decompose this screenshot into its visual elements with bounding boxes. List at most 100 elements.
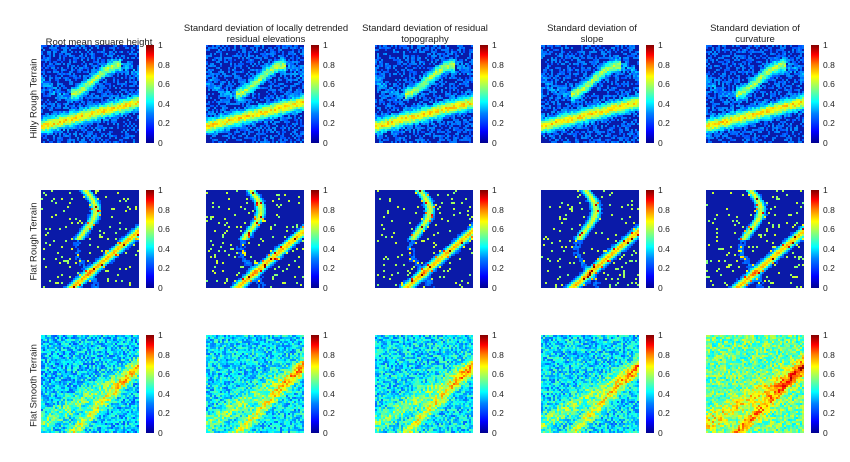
colorbar-tick-label: 0.2 bbox=[158, 119, 170, 128]
colorbar-r1-c3 bbox=[480, 45, 488, 143]
colorbar-tick-label: 0.2 bbox=[823, 264, 835, 273]
colorbar-r1-c1 bbox=[146, 45, 154, 143]
map-panel-r3-c4 bbox=[541, 335, 639, 433]
colorbar-r2-c1 bbox=[146, 190, 154, 288]
colorbar-tick-label: 0.8 bbox=[492, 350, 504, 360]
colorbar-tick-label: 0.8 bbox=[658, 205, 670, 215]
colorbar-tick-label: 0.4 bbox=[823, 244, 835, 254]
colorbar-tick-label: 1 bbox=[658, 186, 663, 195]
colorbar-tick-label: 0.6 bbox=[658, 225, 670, 234]
colorbar-tick-label: 0.2 bbox=[658, 409, 670, 418]
colorbar-tick-label: 0.8 bbox=[823, 350, 835, 360]
colorbar-tick-label: 0.4 bbox=[658, 99, 670, 109]
column-title-std-detrended-residual: Standard deviation of locally detrended … bbox=[178, 23, 354, 45]
colorbar-r1-c4 bbox=[646, 45, 654, 143]
colorbar-tick-label: 0.2 bbox=[658, 264, 670, 273]
colorbar-tick-label: 0.2 bbox=[658, 119, 670, 128]
colorbar-tick-label: 0.8 bbox=[658, 60, 670, 70]
colorbar-r2-c3 bbox=[480, 190, 488, 288]
colorbar-tick-label: 0.6 bbox=[323, 370, 335, 379]
column-title-std-slope: Standard deviation of slope bbox=[537, 23, 647, 45]
colorbar-tick-label: 0.4 bbox=[323, 389, 335, 399]
colorbar-tick-label: 0.4 bbox=[323, 99, 335, 109]
colorbar-tick-label: 0.8 bbox=[158, 350, 170, 360]
colorbar-tick-label: 0.2 bbox=[158, 409, 170, 418]
colorbar-tick-label: 1 bbox=[323, 331, 328, 340]
map-panel-r1-c5 bbox=[706, 45, 804, 143]
colorbar-tick-label: 0.4 bbox=[158, 99, 170, 109]
colorbar-tick-label: 1 bbox=[158, 331, 163, 340]
colorbar-tick-label: 0.8 bbox=[323, 60, 335, 70]
colorbar-tick-label: 0.6 bbox=[823, 225, 835, 234]
colorbar-r3-c3 bbox=[480, 335, 488, 433]
colorbar-tick-label: 0 bbox=[158, 139, 163, 148]
colorbar-tick-label: 0 bbox=[492, 139, 497, 148]
colorbar-tick-label: 0.4 bbox=[823, 389, 835, 399]
colorbar-tick-label: 0 bbox=[658, 139, 663, 148]
colorbar-tick-label: 0 bbox=[158, 284, 163, 293]
colorbar-tick-label: 0.6 bbox=[823, 370, 835, 379]
colorbar-tick-label: 1 bbox=[823, 186, 828, 195]
colorbar-tick-label: 0.6 bbox=[158, 80, 170, 89]
colorbar-tick-label: 0 bbox=[323, 139, 328, 148]
colorbar-tick-label: 1 bbox=[492, 186, 497, 195]
colorbar-r1-c2 bbox=[311, 45, 319, 143]
map-panel-r2-c2 bbox=[206, 190, 304, 288]
colorbar-tick-label: 0.8 bbox=[823, 60, 835, 70]
row-label-flat-rough: Flat Rough Terrain bbox=[29, 182, 40, 302]
colorbar-tick-label: 0.4 bbox=[323, 244, 335, 254]
map-panel-r1-c3 bbox=[375, 45, 473, 143]
row-label-flat-smooth: Flat Smooth Terrain bbox=[29, 326, 40, 446]
colorbar-tick-label: 1 bbox=[323, 186, 328, 195]
colorbar-tick-label: 0.2 bbox=[323, 409, 335, 418]
colorbar-tick-label: 0.2 bbox=[323, 264, 335, 273]
colorbar-tick-label: 0 bbox=[492, 284, 497, 293]
map-panel-r2-c4 bbox=[541, 190, 639, 288]
colorbar-tick-label: 0.8 bbox=[658, 350, 670, 360]
colorbar-tick-label: 0.6 bbox=[823, 80, 835, 89]
colorbar-tick-label: 0.4 bbox=[658, 244, 670, 254]
colorbar-tick-label: 0 bbox=[323, 429, 328, 438]
colorbar-tick-label: 0.8 bbox=[823, 205, 835, 215]
colorbar-tick-label: 0.4 bbox=[492, 99, 504, 109]
colorbar-tick-label: 1 bbox=[658, 331, 663, 340]
colorbar-r3-c1 bbox=[146, 335, 154, 433]
map-panel-r3-c5 bbox=[706, 335, 804, 433]
colorbar-tick-label: 1 bbox=[492, 331, 497, 340]
colorbar-tick-label: 0.6 bbox=[492, 225, 504, 234]
colorbar-tick-label: 0.2 bbox=[158, 264, 170, 273]
colorbar-tick-label: 1 bbox=[158, 41, 163, 50]
colorbar-tick-label: 0.4 bbox=[658, 389, 670, 399]
colorbar-r2-c5 bbox=[811, 190, 819, 288]
colorbar-tick-label: 0.6 bbox=[658, 80, 670, 89]
map-panel-r3-c2 bbox=[206, 335, 304, 433]
colorbar-r2-c4 bbox=[646, 190, 654, 288]
colorbar-tick-label: 0.4 bbox=[823, 99, 835, 109]
colorbar-tick-label: 0 bbox=[158, 429, 163, 438]
map-panel-r3-c1 bbox=[41, 335, 139, 433]
colorbar-tick-label: 0.4 bbox=[492, 389, 504, 399]
column-title-rms-height: Root mean square height bbox=[14, 37, 184, 48]
colorbar-tick-label: 0.2 bbox=[823, 409, 835, 418]
colorbar-tick-label: 1 bbox=[158, 186, 163, 195]
map-panel-r1-c2 bbox=[206, 45, 304, 143]
row-label-hilly-rough: Hilly Rough Terrain bbox=[29, 39, 40, 159]
colorbar-tick-label: 1 bbox=[492, 41, 497, 50]
colorbar-tick-label: 1 bbox=[823, 41, 828, 50]
colorbar-tick-label: 1 bbox=[323, 41, 328, 50]
colorbar-tick-label: 0.2 bbox=[492, 409, 504, 418]
colorbar-tick-label: 0 bbox=[658, 284, 663, 293]
colorbar-tick-label: 0 bbox=[492, 429, 497, 438]
colorbar-tick-label: 0 bbox=[823, 139, 828, 148]
column-title-std-residual-topography: Standard deviation of residual topograph… bbox=[350, 23, 500, 45]
colorbar-tick-label: 0.8 bbox=[158, 60, 170, 70]
colorbar-r3-c5 bbox=[811, 335, 819, 433]
colorbar-tick-label: 0.4 bbox=[158, 389, 170, 399]
colorbar-tick-label: 0.4 bbox=[158, 244, 170, 254]
colorbar-tick-label: 0.8 bbox=[158, 205, 170, 215]
colorbar-r3-c2 bbox=[311, 335, 319, 433]
colorbar-tick-label: 0.8 bbox=[492, 205, 504, 215]
colorbar-r1-c5 bbox=[811, 45, 819, 143]
map-panel-r1-c1 bbox=[41, 45, 139, 143]
map-panel-r1-c4 bbox=[541, 45, 639, 143]
